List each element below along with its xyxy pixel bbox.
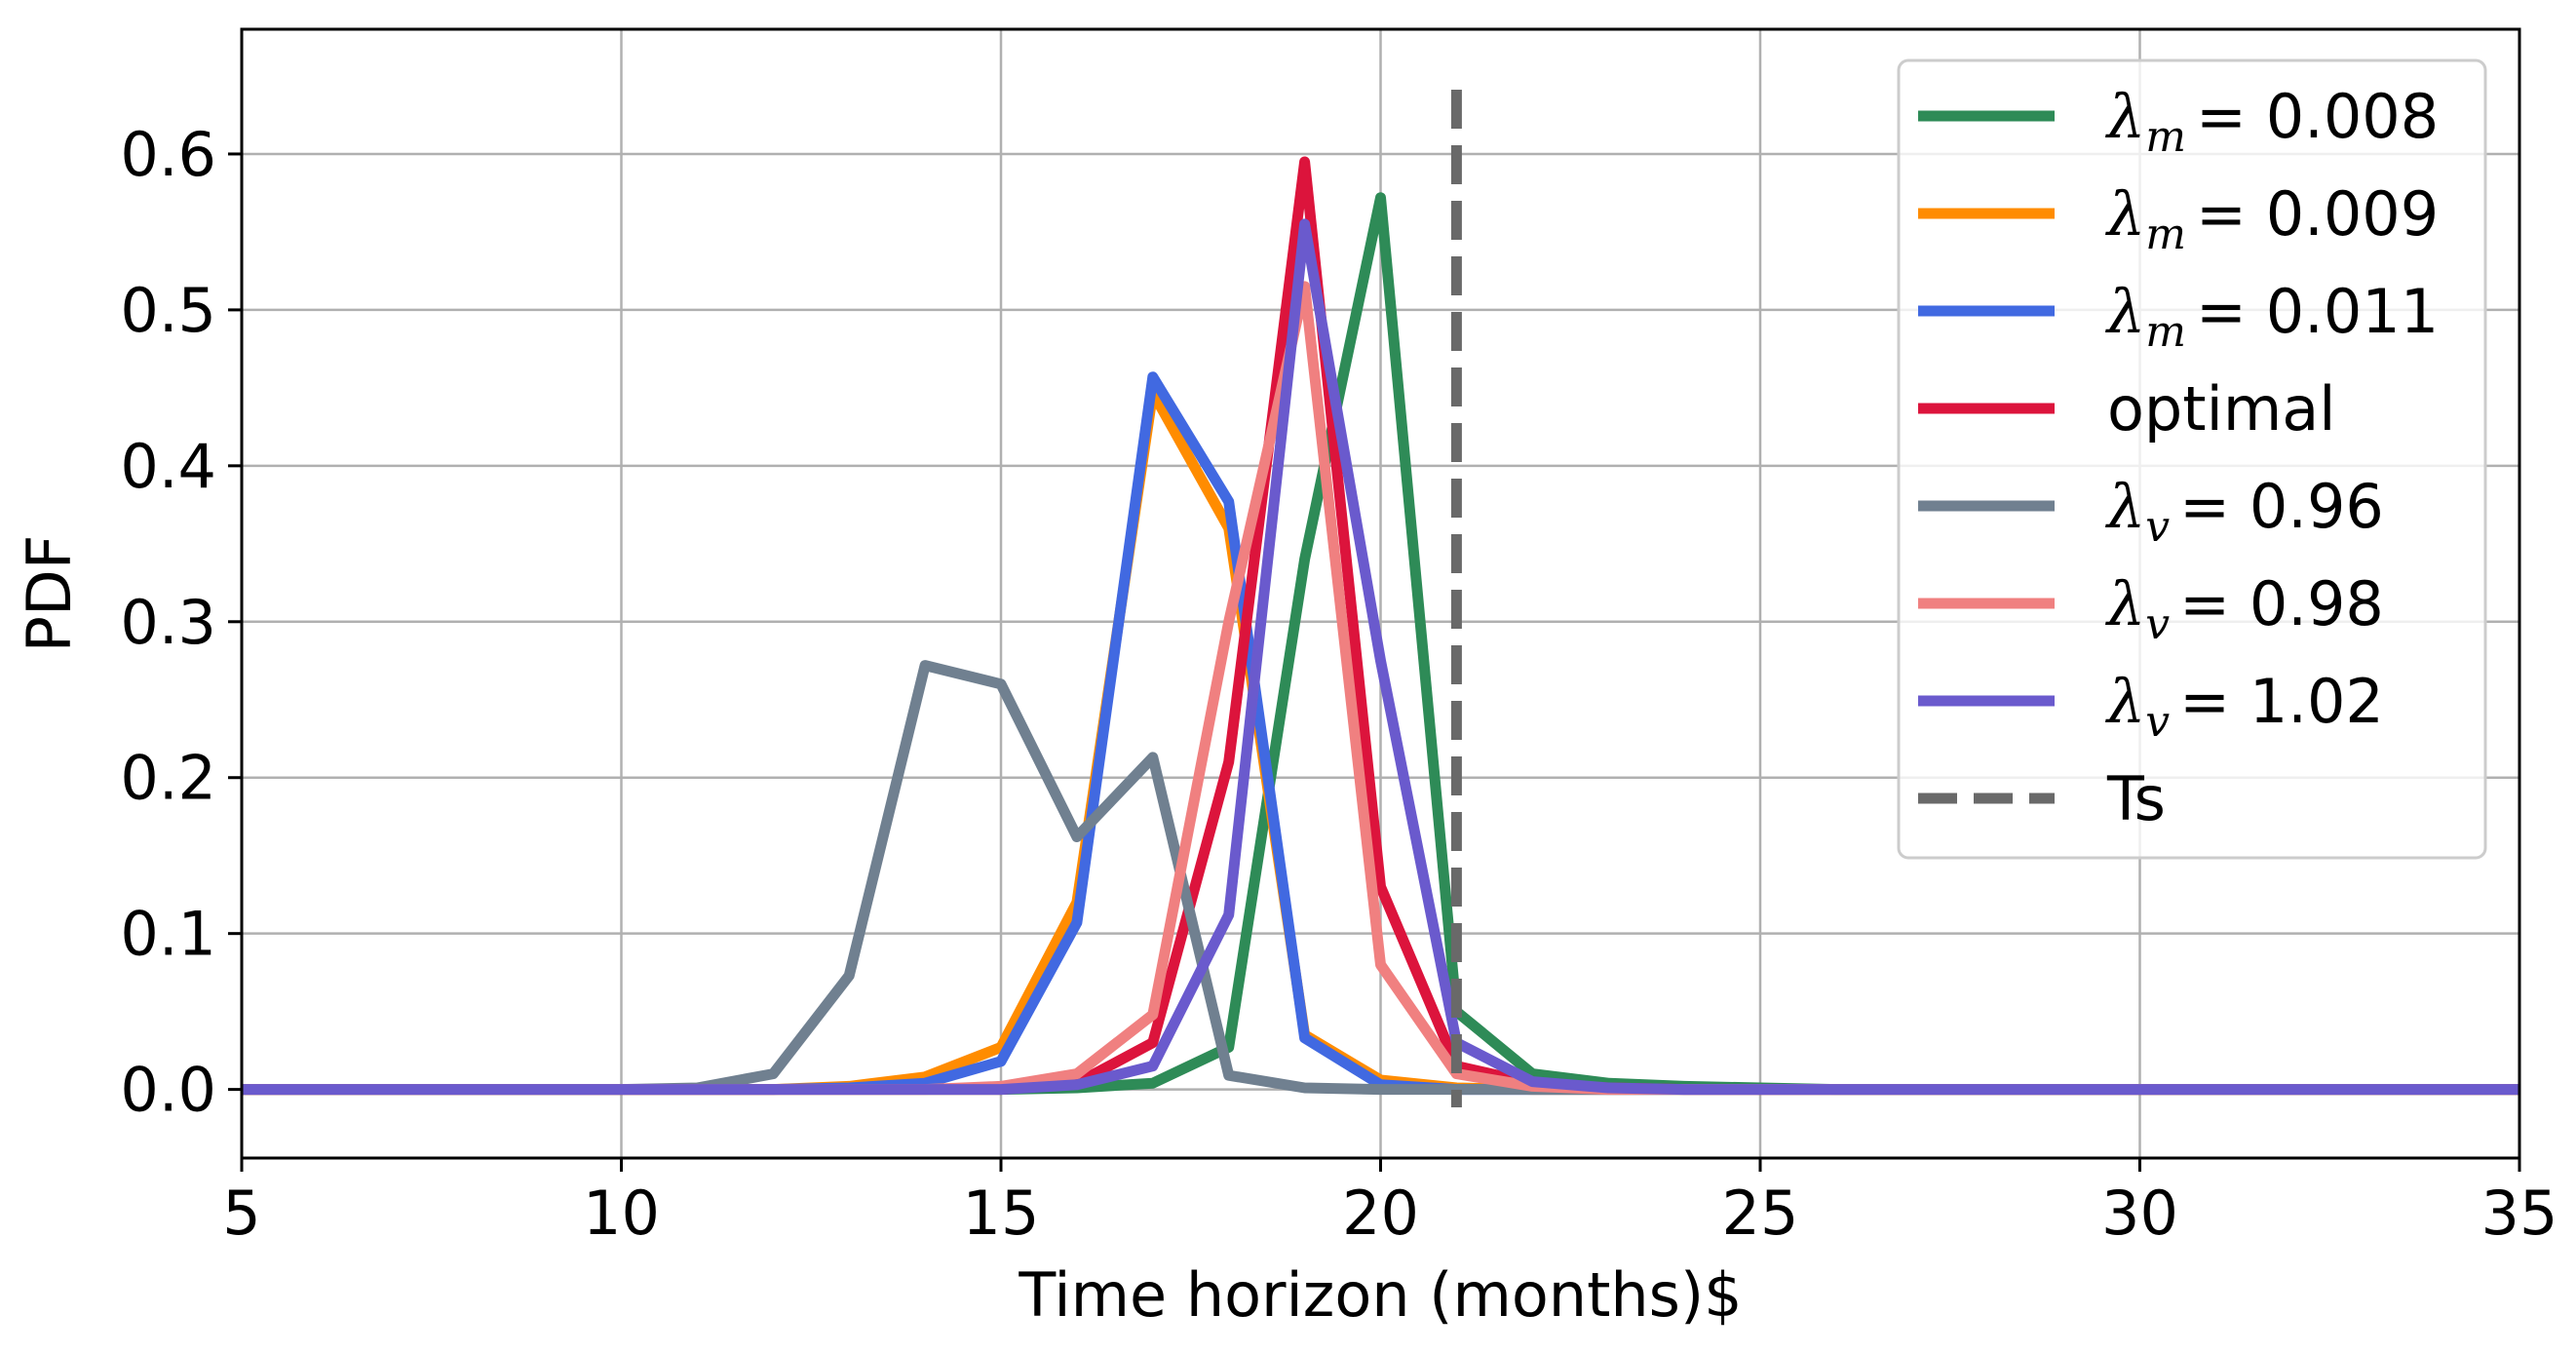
y-tick-label: 0.4 xyxy=(120,431,216,502)
legend: λm = 0.008 λm = 0.009 λm = 0.011 optimal λv = 0.… xyxy=(1897,58,2487,860)
x-axis-ticks: 5 10 15 20 25 30 35 xyxy=(222,1158,2557,1249)
y-tick-label: 0.3 xyxy=(120,587,216,658)
legend-label: λv = 0.96 xyxy=(2104,471,2384,552)
y-axis-ticks: 0.0 0.1 0.2 0.3 0.4 0.5 0.6 xyxy=(120,119,242,1126)
y-axis-label: PDF xyxy=(14,535,85,653)
legend-box xyxy=(1897,58,2487,860)
x-tick-label: 10 xyxy=(583,1178,660,1249)
y-tick-label: 0.1 xyxy=(120,899,216,970)
x-tick-label: 5 xyxy=(222,1178,260,1249)
x-tick-label: 25 xyxy=(1722,1178,1799,1249)
series-lines xyxy=(242,90,2519,1107)
y-tick-label: 0.2 xyxy=(120,743,216,814)
x-tick-label: 35 xyxy=(2481,1178,2558,1249)
legend-label: λv = 1.02 xyxy=(2104,666,2384,747)
y-tick-label: 0.0 xyxy=(120,1055,216,1126)
x-tick-label: 30 xyxy=(2101,1178,2178,1249)
series-line-7 xyxy=(242,218,2519,1096)
legend-label: λm = 0.008 xyxy=(2104,81,2439,162)
y-tick-label: 0.6 xyxy=(120,119,216,190)
y-tick-label: 0.5 xyxy=(120,275,216,346)
x-tick-label: 20 xyxy=(1342,1178,1419,1249)
x-axis-label: Time horizon (months)$ xyxy=(1018,1259,1742,1331)
legend-label: Ts xyxy=(2106,763,2166,834)
legend-label: λv = 0.98 xyxy=(2104,568,2384,649)
legend-label: optimal xyxy=(2107,373,2335,445)
legend-label: λm = 0.009 xyxy=(2104,178,2439,259)
legend-label: λm = 0.011 xyxy=(2104,276,2439,357)
x-tick-label: 15 xyxy=(963,1178,1040,1249)
